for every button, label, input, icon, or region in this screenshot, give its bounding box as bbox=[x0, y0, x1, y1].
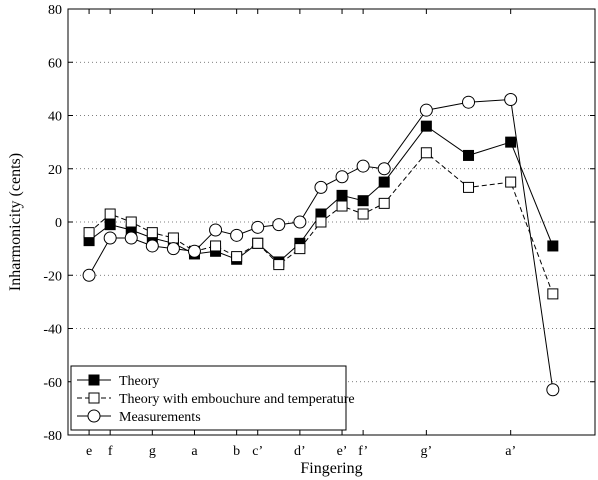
grid-lines bbox=[68, 61, 595, 383]
legend-entry-label: Measurements bbox=[119, 410, 201, 425]
theory-point bbox=[336, 189, 348, 201]
y-tick-label: 80 bbox=[48, 3, 62, 18]
y-axis-ticks: -80 -60 -40 -20 0 20 40 60 80 bbox=[43, 3, 595, 444]
measurement-point bbox=[209, 223, 223, 237]
x-tick-label: g’ bbox=[421, 444, 433, 459]
embouchure-theory-point bbox=[210, 240, 222, 252]
legend-entry-label: Theory with embouchure and temperature bbox=[119, 392, 355, 407]
theory-point bbox=[463, 149, 475, 161]
legend-entry-label: Theory bbox=[119, 374, 159, 389]
embouchure-theory-point bbox=[315, 216, 327, 228]
series-2-markers bbox=[83, 147, 559, 300]
x-tick-label: g bbox=[149, 444, 156, 459]
series-3-markers bbox=[82, 93, 560, 397]
y-tick-label: 60 bbox=[48, 56, 62, 71]
y-tick-label: 40 bbox=[48, 110, 62, 125]
legend-marker bbox=[88, 374, 100, 386]
series-lines bbox=[82, 93, 560, 397]
measurement-point bbox=[145, 239, 159, 253]
theory-point bbox=[505, 136, 517, 148]
x-tick-label: e’ bbox=[337, 444, 348, 459]
measurement-point bbox=[166, 242, 180, 256]
theory-line bbox=[88, 125, 554, 263]
legend-marker bbox=[87, 409, 101, 423]
measurement-point bbox=[419, 103, 433, 117]
x-tick-label: a’ bbox=[505, 444, 516, 459]
y-tick-label: -40 bbox=[43, 323, 62, 338]
theory-point bbox=[378, 176, 390, 188]
measurement-point bbox=[272, 218, 286, 232]
embouchure-theory-point bbox=[125, 216, 137, 228]
y-tick-label: -60 bbox=[43, 376, 62, 391]
y-tick-label: 0 bbox=[55, 216, 62, 231]
theory-point bbox=[104, 219, 116, 231]
embouchure-theory-point bbox=[547, 288, 559, 300]
measurement-point bbox=[546, 383, 560, 397]
measurement-point bbox=[230, 228, 244, 242]
measurement-point bbox=[103, 231, 117, 245]
theory-point bbox=[547, 240, 559, 252]
y-tick-label: 20 bbox=[48, 163, 62, 178]
embouchure-theory-point bbox=[336, 200, 348, 212]
measurement-point bbox=[356, 159, 370, 173]
x-tick-label: f bbox=[108, 444, 113, 459]
legend-box bbox=[70, 365, 347, 431]
embouchure-theory-point bbox=[420, 147, 432, 159]
x-tick-label: d’ bbox=[294, 444, 306, 459]
x-tick-label: b bbox=[233, 444, 240, 459]
embouchure-theory-point bbox=[357, 208, 369, 220]
measurement-point bbox=[504, 93, 518, 107]
measurement-point bbox=[187, 244, 201, 258]
embouchure-theory-point bbox=[104, 208, 116, 220]
x-tick-label: f’ bbox=[358, 444, 368, 459]
x-axis-ticks: e f g a b c’ d’ e’ f’ g’ a’ bbox=[86, 9, 516, 459]
x-tick-label: a bbox=[191, 444, 198, 459]
x-tick-label: e bbox=[86, 444, 92, 459]
embouchure-theory-point bbox=[146, 227, 158, 239]
measurement-point bbox=[124, 231, 138, 245]
series-1 bbox=[88, 125, 554, 263]
embouchure-theory-point bbox=[83, 227, 95, 239]
y-tick-label: -80 bbox=[43, 429, 62, 444]
x-axis-label: Fingering bbox=[300, 460, 362, 477]
embouchure-theory-point bbox=[273, 259, 285, 271]
theory-point bbox=[420, 120, 432, 132]
measurement-point bbox=[251, 220, 265, 234]
measurement-point bbox=[377, 162, 391, 176]
embouchure-theory-point bbox=[505, 176, 517, 188]
measurement-point bbox=[314, 180, 328, 194]
embouchure-theory-point bbox=[463, 181, 475, 193]
embouchure-theory-point bbox=[294, 243, 306, 255]
measurement-point bbox=[335, 170, 349, 184]
theory-point bbox=[357, 195, 369, 207]
embouchure-theory-point bbox=[231, 251, 243, 263]
x-tick-label: c’ bbox=[252, 444, 263, 459]
y-axis-label: Inharmonicity (cents) bbox=[7, 153, 24, 291]
embouchure-theory-point bbox=[378, 197, 390, 209]
y-tick-label: -20 bbox=[43, 269, 62, 284]
measurement-point bbox=[293, 215, 307, 229]
embouchure-theory-point bbox=[252, 237, 264, 249]
legend-marker bbox=[88, 392, 100, 404]
legend: Theory Theory with embouchure and tempera… bbox=[70, 365, 355, 431]
measurement-point bbox=[462, 95, 476, 109]
embouchure-theory-point bbox=[167, 232, 179, 244]
measurement-point bbox=[82, 268, 96, 282]
